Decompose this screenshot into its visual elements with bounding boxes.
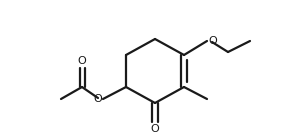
Text: O: O bbox=[208, 36, 217, 46]
Text: O: O bbox=[151, 124, 159, 134]
Text: O: O bbox=[78, 56, 86, 66]
Text: O: O bbox=[93, 94, 102, 104]
